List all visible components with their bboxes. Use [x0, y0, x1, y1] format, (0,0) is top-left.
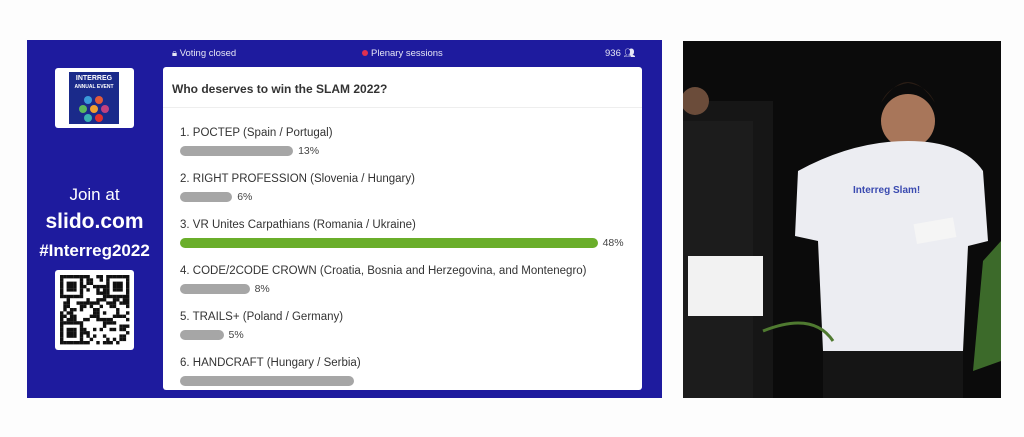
interreg-logo: INTERREG ANNUAL EVENT	[55, 68, 134, 128]
session-label: Plenary sessions	[362, 48, 443, 59]
poll-card: Who deserves to win the SLAM 2022? 1. PO…	[163, 67, 642, 390]
certificate	[688, 256, 763, 316]
presenter: Interreg Slam!	[762, 82, 1001, 398]
logo-subtitle: ANNUAL EVENT	[74, 84, 114, 90]
live-dot-icon	[362, 50, 368, 56]
option-label: 1. POCTEP (Spain / Portugal)	[180, 127, 333, 139]
option-label: 5. TRAILS+ (Poland / Germany)	[180, 311, 344, 323]
poll-question: Who deserves to win the SLAM 2022?	[172, 82, 388, 96]
option-label: 6. HANDCRAFT (Hungary / Serbia)	[180, 357, 361, 369]
option-percent: 48%	[602, 237, 624, 249]
option-bar	[180, 192, 233, 202]
qr-code	[55, 270, 134, 350]
option-percent: 5%	[228, 329, 244, 341]
option-percent: 6%	[237, 191, 253, 203]
option-percent: 8%	[254, 283, 270, 295]
shirt-text: Interreg Slam!	[853, 185, 920, 196]
option-bar	[180, 284, 250, 294]
divider	[163, 107, 642, 108]
option-bar	[180, 330, 224, 340]
count-text: 936	[605, 48, 621, 59]
participant-count: 936 👥︎	[605, 48, 636, 59]
option-label: 3. VR Unites Carpathians (Romania / Ukra…	[180, 219, 416, 231]
people-icon: 👥︎	[623, 48, 636, 59]
logo-title: INTERREG	[75, 75, 113, 82]
session-text: Plenary sessions	[371, 48, 443, 59]
option-bar	[180, 146, 294, 156]
voting-status: 🔒︎ Voting closed	[172, 48, 236, 59]
option-percent: 13%	[298, 145, 320, 157]
option-label: 4. CODE/2CODE CROWN (Croatia, Bosnia and…	[180, 265, 587, 277]
option-bar	[180, 376, 354, 386]
option-label: 2. RIGHT PROFESSION (Slovenia / Hungary)	[180, 173, 415, 185]
status-text: Voting closed	[179, 48, 237, 59]
event-hashtag: #Interreg2022	[39, 241, 150, 260]
slido-panel: 🔒︎ Voting closed Plenary sessions 936 👥︎…	[27, 40, 662, 398]
stage-video: Interreg Slam!	[683, 41, 1001, 398]
lock-icon: 🔒︎	[172, 48, 178, 59]
slido-link[interactable]: slido.com	[45, 210, 144, 233]
join-text: Join at	[69, 185, 120, 204]
option-bar	[180, 238, 598, 248]
